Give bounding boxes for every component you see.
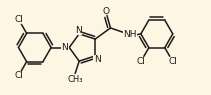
Text: Cl: Cl	[14, 15, 23, 24]
Text: O: O	[102, 7, 109, 16]
Text: Cl: Cl	[137, 57, 146, 66]
Text: N: N	[75, 26, 81, 35]
Text: N: N	[94, 55, 101, 64]
Text: N: N	[61, 43, 68, 52]
Text: CH₃: CH₃	[67, 75, 83, 84]
Text: NH: NH	[123, 30, 137, 39]
Text: Cl: Cl	[14, 71, 23, 80]
Text: Cl: Cl	[168, 57, 177, 66]
